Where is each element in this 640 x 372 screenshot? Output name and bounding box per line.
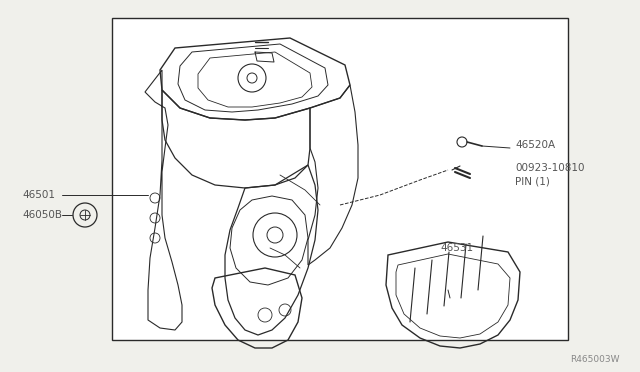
Text: 00923-10810: 00923-10810 xyxy=(515,163,584,173)
Text: 46520A: 46520A xyxy=(515,140,555,150)
Text: R465003W: R465003W xyxy=(570,355,620,364)
Text: PIN (1): PIN (1) xyxy=(515,177,550,187)
Text: 46531: 46531 xyxy=(440,243,473,253)
Text: 46501: 46501 xyxy=(22,190,55,200)
Bar xyxy=(112,18,568,340)
Text: 46050B: 46050B xyxy=(22,210,62,220)
